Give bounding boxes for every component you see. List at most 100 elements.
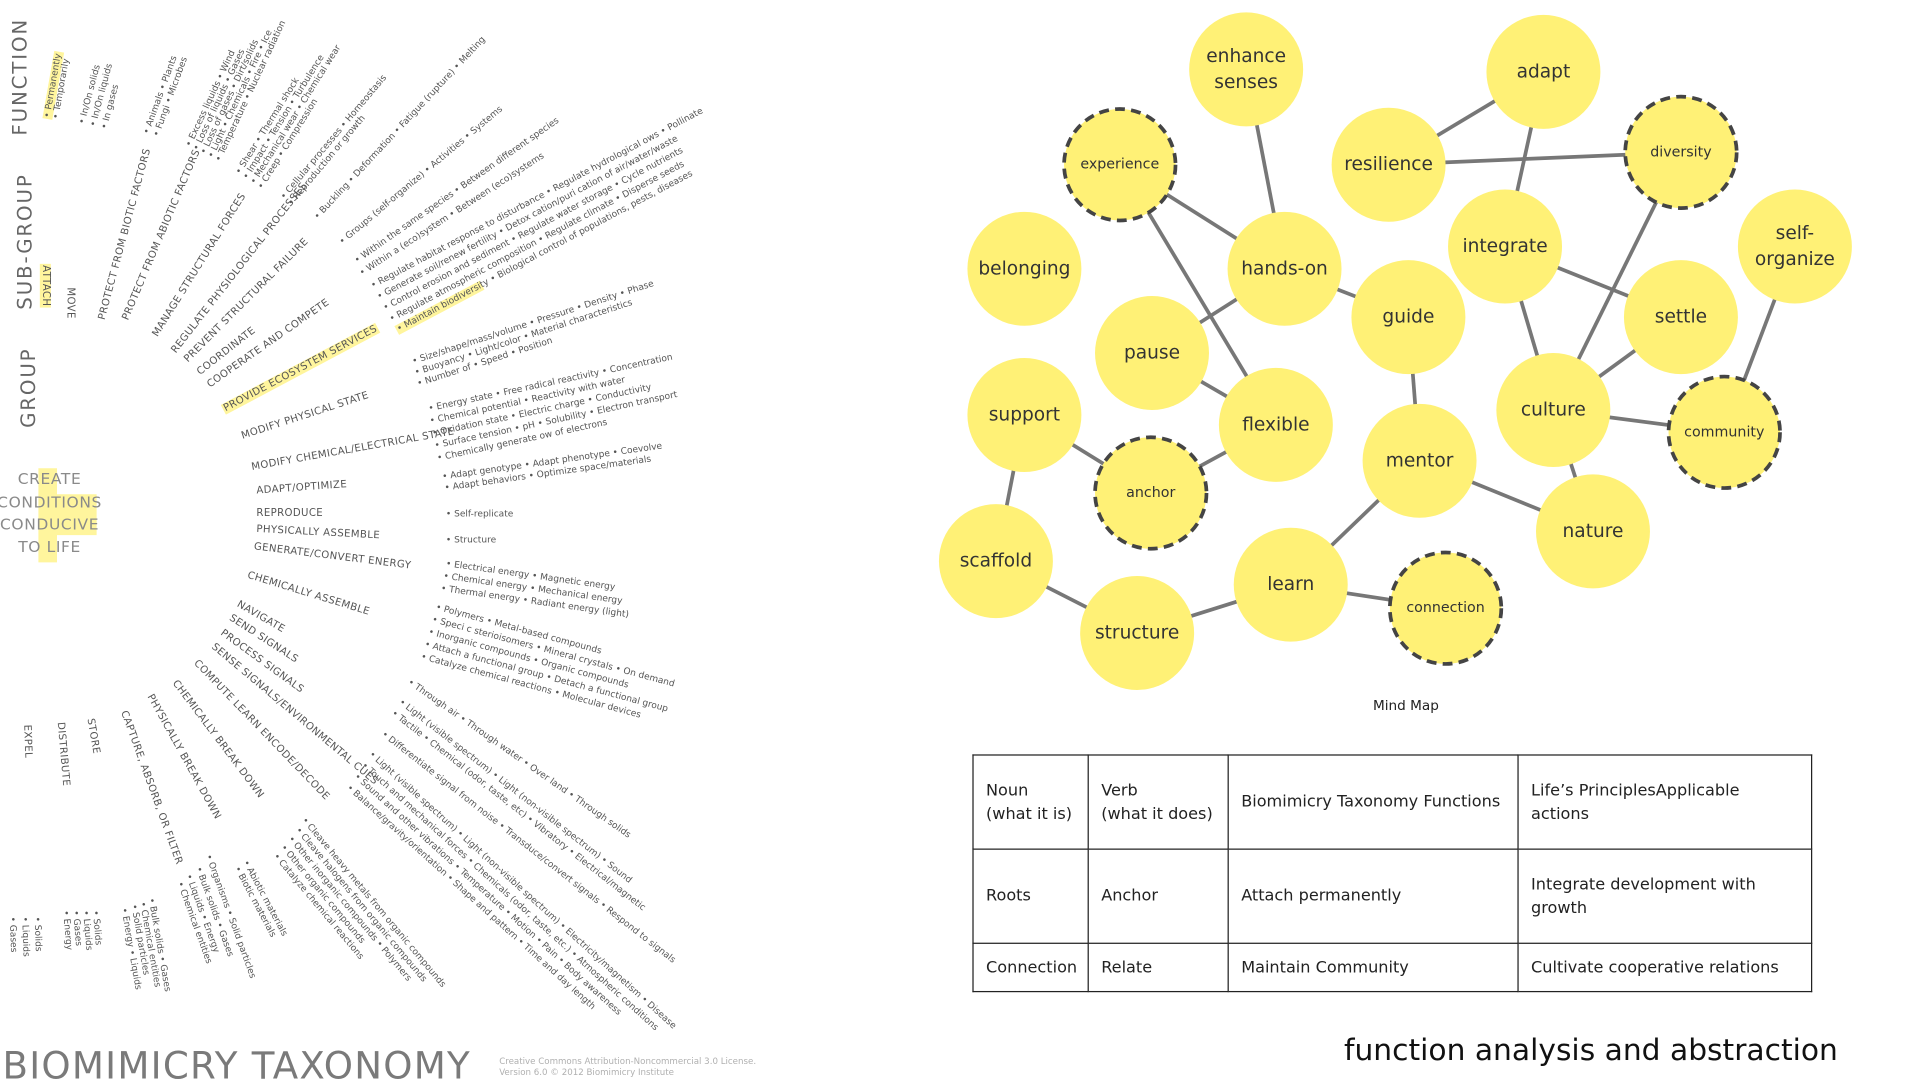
highlight — [39, 263, 51, 308]
node — [1233, 527, 1348, 642]
node-label: self- — [1776, 223, 1814, 244]
highlight — [54, 494, 97, 536]
table-cell: Maintain Community — [1227, 942, 1519, 993]
function-item: • Self-replicate — [446, 510, 514, 520]
function-item: • Liquids — [80, 910, 93, 951]
node-label: scaffold — [960, 551, 1032, 572]
node-label: community — [1684, 424, 1764, 440]
node-label: diversity — [1650, 144, 1711, 160]
group-label: STORE — [85, 718, 102, 755]
table-cell: Relate — [1087, 942, 1229, 993]
group-label: REPRODUCE — [256, 508, 323, 519]
cell-text: Biomimicry Taxonomy Functions — [1241, 792, 1501, 812]
group-label: ATTACH — [40, 265, 51, 306]
table-cell: Connection — [972, 942, 1089, 993]
group-label: MODIFY PHYSICAL STATE — [240, 390, 370, 442]
level-label: FUNCTION — [9, 18, 32, 136]
node — [1189, 12, 1304, 127]
node-label: nature — [1563, 521, 1624, 542]
group-label: MODIFY CHEMICAL/ELECTRICAL STATE — [251, 426, 456, 473]
group-label: DISTRIBUTE — [55, 722, 72, 787]
node — [1062, 107, 1178, 223]
node-label: support — [989, 404, 1060, 425]
node-label: culture — [1521, 400, 1586, 421]
node — [938, 504, 1053, 619]
cell-text: Roots — [986, 886, 1031, 906]
node-label: settle — [1655, 307, 1707, 328]
license: Creative Commons Attribution-Noncommerci… — [499, 1057, 756, 1067]
cell-text: Connection — [986, 958, 1078, 977]
group-label: CHEMICALLY ASSEMBLE — [246, 570, 371, 618]
node — [1536, 474, 1650, 589]
function-item: • Liquids — [19, 916, 30, 957]
center-label: CONDITIONS — [0, 493, 102, 511]
node — [1387, 550, 1504, 666]
node — [1623, 94, 1739, 210]
cell-text: Anchor — [1101, 886, 1158, 906]
table-cell: Anchor — [1087, 848, 1229, 944]
level-label: GROUP — [17, 348, 40, 428]
node-label: connection — [1406, 600, 1484, 616]
center-label: TO LIFE — [17, 538, 81, 556]
table-cell: Roots — [972, 848, 1089, 944]
cell-text: Life’s PrinciplesApplicable actions — [1531, 781, 1740, 824]
node — [1095, 296, 1209, 411]
node — [1623, 260, 1738, 375]
function-item: • Balance/gravity/orientation • Shape an… — [344, 783, 597, 1012]
table-cell: Integrate development with growth — [1517, 848, 1813, 944]
function-item: • Energy — [60, 910, 73, 951]
table-row: Connection Relate Maintain Community Cultiv… — [972, 942, 1813, 993]
highlight — [42, 50, 65, 120]
function-item: • Structure — [446, 536, 497, 546]
node-label: belonging — [978, 258, 1070, 279]
cell-text: (what it is) — [986, 804, 1073, 824]
taxonomy-title: BIOMIMICRY TAXONOMY — [2, 1044, 471, 1080]
node-label: senses — [1214, 72, 1278, 93]
cell-text: growth — [1531, 898, 1588, 918]
node-label: guide — [1382, 307, 1434, 328]
highlights — [38, 50, 485, 563]
table-cell: Noun (what it is) — [972, 754, 1089, 850]
group-label: CHEMICALLY BREAK DOWN — [170, 678, 266, 800]
function-item: • Solids — [90, 910, 103, 946]
node-label: organize — [1755, 249, 1835, 270]
node-label: integrate — [1462, 236, 1547, 257]
node-label: resilience — [1344, 154, 1433, 175]
highlight — [38, 468, 57, 563]
node-label: pause — [1124, 343, 1180, 364]
group-label: COOPERATE AND COMPETE — [205, 297, 331, 390]
node-label: adapt — [1517, 61, 1571, 82]
function-item: • Solids — [32, 916, 43, 952]
node-label: hands-on — [1241, 258, 1328, 279]
node-label: experience — [1080, 157, 1159, 173]
cell-text: Relate — [1101, 958, 1153, 977]
node — [1351, 260, 1466, 375]
function-item: • Other inorganic compounds • Polymers — [286, 834, 413, 983]
highlight — [220, 322, 381, 415]
node — [1080, 576, 1195, 690]
table-cell: Cultivate cooperative relations — [1517, 942, 1813, 993]
table-cell: Life’s PrinciplesApplicable actions — [1517, 754, 1813, 850]
table-cell: Verb (what it does) — [1087, 754, 1229, 850]
group-label: MOVE — [65, 287, 76, 318]
cell-text: Attach permanently — [1241, 886, 1402, 906]
group-label: GENERATE/CONVERT ENERGY — [253, 541, 412, 571]
center-label: CREATE — [18, 470, 82, 488]
function-item: • Gases — [7, 916, 18, 952]
cell-text: Maintain Community — [1241, 958, 1409, 977]
node — [1666, 374, 1782, 490]
function-item: • Buoyancy • Light/color • Material char… — [414, 298, 634, 378]
node-label: structure — [1095, 622, 1179, 643]
table-row: Roots Anchor Attach permanently Integrate d… — [972, 848, 1813, 944]
table: Noun (what it is) Verb (what it does) Biomim… — [972, 754, 1813, 993]
node-label: learn — [1267, 574, 1314, 595]
center-label: CONDUCIVE — [0, 516, 99, 534]
cell-text: Cultivate cooperative relations — [1531, 958, 1779, 977]
node — [1496, 353, 1611, 467]
group-label: PROTECT FROM ABIOTIC FACTORS — [121, 148, 203, 322]
node — [1362, 403, 1477, 518]
table-cell: Biomimicry Taxonomy Functions — [1227, 754, 1519, 850]
